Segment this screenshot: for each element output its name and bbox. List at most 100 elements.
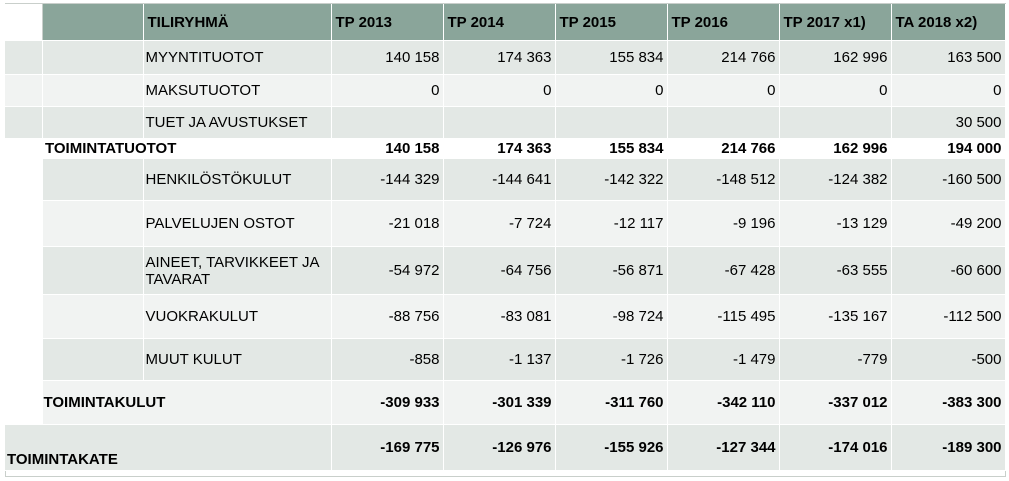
cell-value: 140 158 <box>331 138 444 159</box>
cell-value: -60 600 <box>891 246 1006 295</box>
header-year-2013: TP 2013 <box>331 4 444 41</box>
row-label: HENKILÖSTÖKULUT <box>143 158 332 201</box>
header-blank-cell <box>5 4 43 41</box>
cell-value: 162 996 <box>779 40 892 75</box>
indent-cell <box>5 294 43 339</box>
indent-cell <box>42 338 144 381</box>
header-blank-cell <box>42 4 144 41</box>
indent-cell <box>5 74 43 107</box>
cell-value: -12 117 <box>555 200 668 247</box>
row-label: TOIMINTAKULUT <box>42 380 332 425</box>
header-group: TILIRYHMÄ <box>143 4 332 41</box>
row-label: MYYNTITUOTOT <box>143 40 332 75</box>
indent-cell <box>42 74 144 107</box>
cell-value: -9 196 <box>667 200 780 247</box>
table-row: MAKSUTUOTOT 0 0 0 0 0 0 <box>5 74 1006 107</box>
cell-value: -1 479 <box>667 338 780 381</box>
table-row: AINEET, TARVIKKEET JA TAVARAT -54 972 -6… <box>5 246 1006 295</box>
total-row: TOIMINTAKULUT -309 933 -301 339 -311 760… <box>5 380 1006 425</box>
table-row: MUUT KULUT -858 -1 137 -1 726 -1 479 -77… <box>5 338 1006 381</box>
cell-value: -342 110 <box>667 380 780 425</box>
indent-cell <box>5 106 43 139</box>
cell-value: -189 300 <box>891 424 1006 471</box>
cell-value: 163 500 <box>891 40 1006 75</box>
cell-value: -49 200 <box>891 200 1006 247</box>
row-label: MAKSUTUOTOT <box>143 74 332 107</box>
indent-cell <box>42 200 144 247</box>
cell-value: 0 <box>779 74 892 107</box>
cell-value: -13 129 <box>779 200 892 247</box>
cell-value <box>555 106 668 139</box>
indent-cell <box>5 200 43 247</box>
cell-value: -64 756 <box>443 246 556 295</box>
cell-value: -124 382 <box>779 158 892 201</box>
cell-value: -144 329 <box>331 158 444 201</box>
cell-value: 0 <box>891 74 1006 107</box>
row-label: TOIMINTATUOTOT <box>5 138 332 159</box>
cell-value: 155 834 <box>555 138 668 159</box>
financial-table: TILIRYHMÄ TP 2013 TP 2014 TP 2015 TP 201… <box>5 4 1006 471</box>
cell-value: -83 081 <box>443 294 556 339</box>
table-row: TUET JA AVUSTUKSET 30 500 <box>5 106 1006 139</box>
indent-cell <box>5 40 43 75</box>
cell-value: 194 000 <box>891 138 1006 159</box>
cell-value: -337 012 <box>779 380 892 425</box>
header-year-2014: TP 2014 <box>443 4 556 41</box>
row-label: PALVELUJEN OSTOT <box>143 200 332 247</box>
indent-cell <box>5 158 43 201</box>
header-row: TILIRYHMÄ TP 2013 TP 2014 TP 2015 TP 201… <box>5 4 1006 41</box>
cell-value: 155 834 <box>555 40 668 75</box>
cell-value: -169 775 <box>331 424 444 471</box>
cell-value: -309 933 <box>331 380 444 425</box>
cell-value: -311 760 <box>555 380 668 425</box>
cell-value: -858 <box>331 338 444 381</box>
cell-value: -174 016 <box>779 424 892 471</box>
cell-value <box>779 106 892 139</box>
cell-value: -144 641 <box>443 158 556 201</box>
cell-value: -148 512 <box>667 158 780 201</box>
cell-value: 174 363 <box>443 40 556 75</box>
cell-value: -112 500 <box>891 294 1006 339</box>
cell-value: -142 322 <box>555 158 668 201</box>
cell-value: -779 <box>779 338 892 381</box>
cell-value: 174 363 <box>443 138 556 159</box>
indent-cell <box>5 380 43 425</box>
cell-value: -126 976 <box>443 424 556 471</box>
row-label: TOIMINTAKATE <box>5 424 332 471</box>
cell-value: -54 972 <box>331 246 444 295</box>
cell-value: -127 344 <box>667 424 780 471</box>
cell-value: -56 871 <box>555 246 668 295</box>
cell-value: 140 158 <box>331 40 444 75</box>
total-row: TOIMINTATUOTOT 140 158 174 363 155 834 2… <box>5 138 1006 159</box>
cell-value: -301 339 <box>443 380 556 425</box>
indent-cell <box>42 294 144 339</box>
cell-value: -1 726 <box>555 338 668 381</box>
cell-value: 0 <box>555 74 668 107</box>
header-year-2017: TP 2017 x1) <box>779 4 892 41</box>
table-row: MYYNTITUOTOT 140 158 174 363 155 834 214… <box>5 40 1006 75</box>
indent-cell <box>42 106 144 139</box>
table-row: HENKILÖSTÖKULUT -144 329 -144 641 -142 3… <box>5 158 1006 201</box>
cell-value: -63 555 <box>779 246 892 295</box>
row-label: MUUT KULUT <box>143 338 332 381</box>
row-label: AINEET, TARVIKKEET JA TAVARAT <box>143 246 332 295</box>
cell-value: 0 <box>667 74 780 107</box>
cell-value <box>443 106 556 139</box>
row-label: VUOKRAKULUT <box>143 294 332 339</box>
cell-value <box>667 106 780 139</box>
cell-value: -160 500 <box>891 158 1006 201</box>
table-row: VUOKRAKULUT -88 756 -83 081 -98 724 -115… <box>5 294 1006 339</box>
indent-cell <box>42 246 144 295</box>
row-label: TUET JA AVUSTUKSET <box>143 106 332 139</box>
header-year-2016: TP 2016 <box>667 4 780 41</box>
cell-value: 30 500 <box>891 106 1006 139</box>
cell-value: 214 766 <box>667 40 780 75</box>
total-row: TOIMINTAKATE -169 775 -126 976 -155 926 … <box>5 424 1006 471</box>
cell-value: -67 428 <box>667 246 780 295</box>
cell-value: -115 495 <box>667 294 780 339</box>
cell-value: 0 <box>331 74 444 107</box>
indent-cell <box>42 158 144 201</box>
cell-value: -383 300 <box>891 380 1006 425</box>
cell-value: -500 <box>891 338 1006 381</box>
cell-value: -1 137 <box>443 338 556 381</box>
